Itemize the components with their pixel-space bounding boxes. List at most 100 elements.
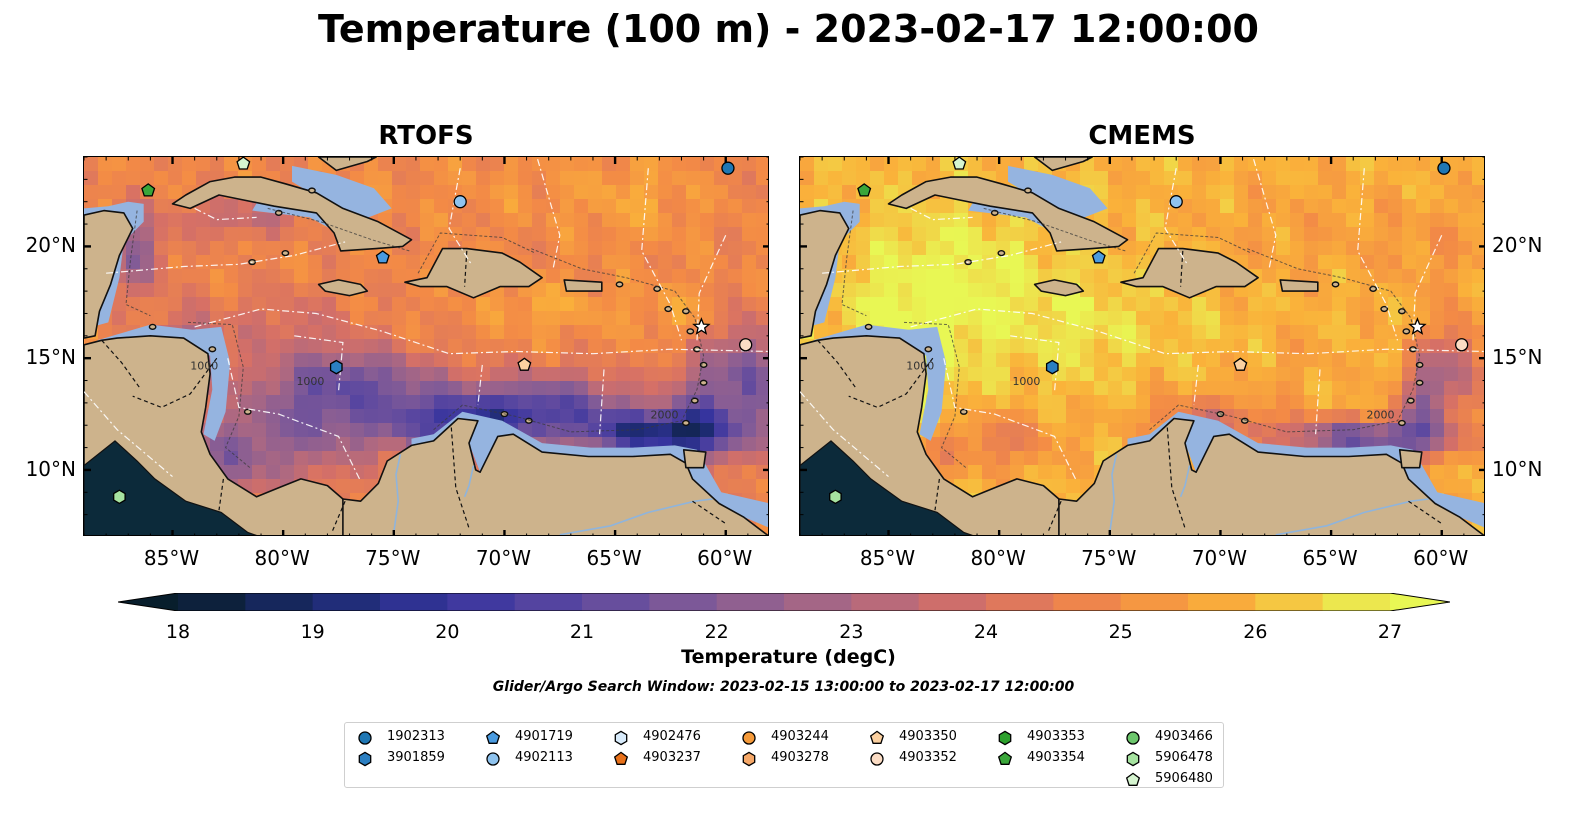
legend-marker-icon — [1125, 772, 1141, 786]
colorbar-tick-label: 19 — [300, 621, 325, 643]
land-hispaniola — [1120, 247, 1259, 299]
legend-label: 4903244 — [771, 729, 829, 744]
colorbar-tick-label: 27 — [1377, 621, 1403, 643]
lon-tick-label: 85°W — [143, 546, 200, 570]
float-marker-4902113 — [453, 195, 467, 209]
legend-label: 4903237 — [643, 750, 701, 765]
depth-contour-label: 1000 — [1012, 375, 1040, 388]
land-puerto-rico — [1279, 279, 1319, 292]
depth-contour-label: 2000 — [651, 409, 679, 422]
colorbar — [117, 592, 1451, 612]
frame-ticks — [800, 157, 1484, 535]
depth-contours — [841, 207, 1421, 469]
float-marker-4903352 — [739, 338, 753, 352]
legend-marker-icon — [486, 752, 500, 766]
land-jamaica — [317, 279, 369, 297]
rivers — [393, 454, 713, 535]
lon-tick-label: 65°W — [1302, 546, 1358, 570]
depth-contour-label: 2000 — [1367, 409, 1395, 422]
float-marker-5906478 — [829, 489, 842, 505]
depth-contour-label: 1000 — [906, 359, 934, 372]
float-marker-4901719 — [1091, 250, 1106, 264]
land-bahamas — [317, 157, 377, 172]
colorbar-tick-label: 26 — [1243, 621, 1268, 643]
legend-label: 4901719 — [515, 729, 573, 744]
legend-marker-icon — [485, 730, 501, 744]
colorbar-extend-high — [1390, 593, 1450, 611]
land-yucatan — [800, 209, 850, 339]
cmems-map: 1000 2000 1000 — [800, 157, 1484, 535]
depth-contour-label: 1000 — [190, 359, 218, 372]
colorbar-segment — [380, 593, 448, 611]
colorbar-tick-label: 25 — [1108, 621, 1133, 643]
float-markers — [829, 157, 1469, 505]
legend-marker-icon — [358, 731, 372, 745]
colorbar-segment — [851, 593, 920, 611]
lon-tick-label: 70°W — [1191, 546, 1248, 570]
legend-marker-icon — [613, 751, 629, 765]
frame-ticks — [84, 157, 768, 535]
legend-marker-icon — [614, 730, 628, 746]
map-panel-rtofs: 1000 2000 1000 — [83, 156, 769, 536]
float-marker-4903350 — [1233, 357, 1248, 371]
legend-label: 4903353 — [1027, 729, 1085, 744]
colorbar-segment — [1322, 593, 1391, 611]
float-legend: 1902313 3901859 4901719 4902113 4902476 49032… — [344, 722, 1224, 788]
colorbar-segment — [986, 593, 1054, 611]
colorbar-segment — [245, 593, 314, 611]
colorbar-segment — [178, 593, 246, 611]
panel-title-cmems: CMEMS — [1088, 121, 1196, 151]
rivers — [1109, 454, 1429, 535]
float-marker-4902113 — [1169, 195, 1183, 209]
small-islands — [148, 187, 708, 427]
colorbar-label: Temperature (degC) — [681, 646, 896, 668]
legend-marker-icon — [870, 752, 884, 766]
legend-label: 4902476 — [643, 729, 701, 744]
colorbar-segment — [447, 593, 516, 611]
legend-label: 4903352 — [899, 750, 957, 765]
legend-label: 4903350 — [899, 729, 957, 744]
lon-tick-label: 80°W — [254, 546, 310, 570]
land-trinidad — [1398, 448, 1423, 469]
legend-label: 4903354 — [1027, 750, 1085, 765]
colorbar-segment — [1053, 593, 1122, 611]
land-bahamas — [1033, 157, 1093, 172]
legend-marker-icon — [869, 730, 885, 744]
float-marker-5906480 — [236, 157, 251, 170]
legend-label: 5906480 — [1155, 771, 1213, 786]
country-borders — [817, 250, 1443, 533]
legend-marker-icon — [742, 731, 756, 745]
lat-tick-label: 10°N — [1492, 456, 1543, 481]
colorbar-segment — [784, 593, 852, 611]
colorbar-segment — [1120, 593, 1189, 611]
lat-tick-label: 10°N — [25, 456, 76, 481]
land-trinidad — [682, 448, 707, 469]
small-islands — [864, 187, 1424, 427]
land-puerto-rico — [563, 279, 603, 292]
colorbar-segment — [514, 593, 583, 611]
land-yucatan — [84, 209, 134, 339]
legend-label: 4902113 — [515, 750, 573, 765]
colorbar-extend-low — [118, 593, 178, 611]
lon-tick-label: 60°W — [697, 546, 753, 570]
lon-tick-label: 80°W — [970, 546, 1026, 570]
colorbar-tick-label: 22 — [704, 621, 729, 643]
star-marker — [1408, 317, 1427, 335]
colorbar-segment — [716, 593, 785, 611]
map-panel-cmems: 1000 2000 1000 — [799, 156, 1485, 536]
lon-tick-label: 65°W — [586, 546, 642, 570]
pacific-ocean — [84, 440, 257, 535]
lat-tick-label: 20°N — [25, 233, 76, 258]
colorbar-tick-label: 21 — [569, 621, 595, 643]
float-markers — [113, 157, 753, 505]
depth-contours — [125, 207, 705, 469]
float-marker-3901859 — [1045, 359, 1059, 375]
lon-tick-label: 75°W — [365, 546, 421, 570]
eez-boundaries — [84, 159, 768, 482]
float-marker-4903354 — [141, 183, 156, 197]
float-marker-5906480 — [952, 157, 967, 170]
float-marker-1902313 — [1437, 161, 1451, 175]
panel-title-rtofs: RTOFS — [378, 121, 474, 151]
lon-tick-label: 70°W — [475, 546, 532, 570]
lon-tick-label: 75°W — [1081, 546, 1137, 570]
